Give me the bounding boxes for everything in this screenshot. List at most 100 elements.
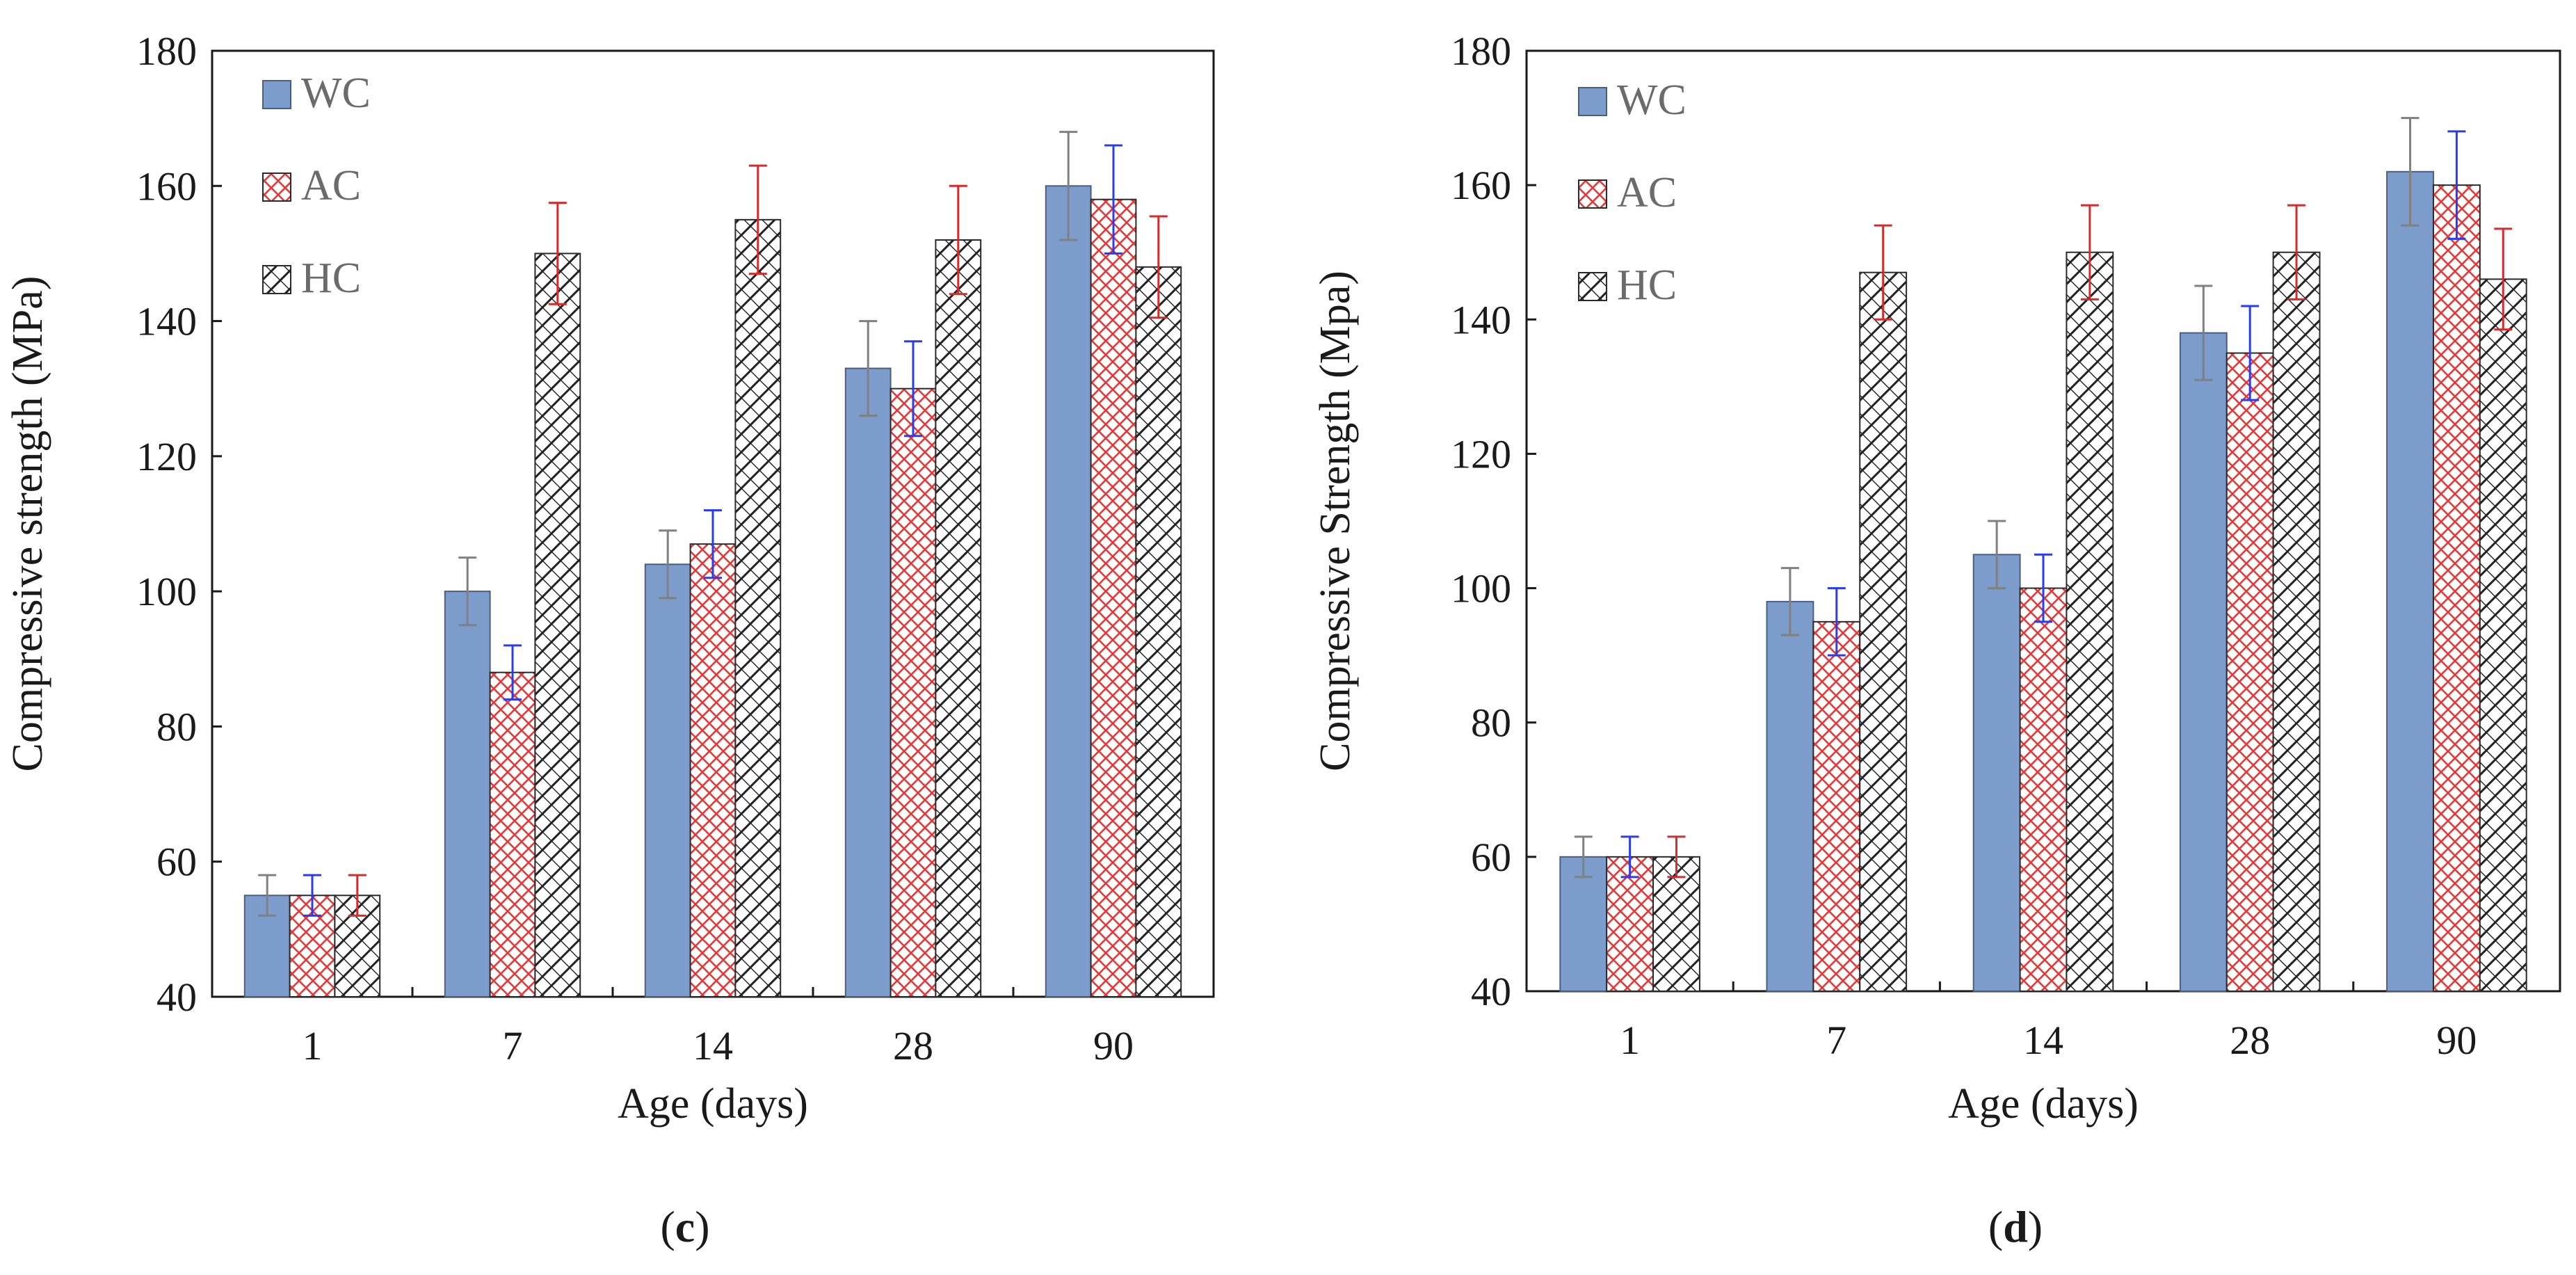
y-tick-label: 60: [156, 840, 197, 885]
error-bar-hc-90: [1149, 215, 1168, 319]
x-tick-label: 28: [893, 1023, 933, 1068]
bar-ac-7: [1812, 620, 1861, 992]
error-bar-ac-90: [1104, 144, 1122, 255]
bar-ac-14: [2019, 587, 2068, 992]
error-bar-wc-28: [859, 320, 878, 417]
x-tick-label: 28: [2230, 1018, 2270, 1063]
error-bar-wc-1: [258, 874, 277, 917]
x-axis-title: Age (days): [618, 1080, 808, 1128]
error-bar-hc-1: [348, 874, 367, 917]
bar-hc-90: [2479, 278, 2527, 993]
error-bar-ac-7: [1827, 587, 1846, 657]
y-tick-label: 40: [156, 975, 197, 1020]
legend-swatch-hc: [1578, 272, 1607, 301]
error-bar-hc-7: [548, 202, 567, 305]
y-tick-label: 100: [1451, 566, 1511, 611]
error-bar-wc-7: [458, 556, 477, 627]
y-tick-label: 60: [1471, 835, 1511, 880]
error-bar-wc-14: [659, 529, 677, 600]
legend-label-hc: HC: [1617, 262, 1677, 309]
bar-hc-28: [935, 239, 982, 997]
error-bar-hc-28: [949, 184, 967, 296]
legend-label-ac: AC: [1617, 169, 1677, 216]
bar-wc-28: [2179, 332, 2228, 993]
bar-ac-14: [689, 543, 736, 997]
error-bar-wc-28: [2194, 284, 2213, 381]
y-tick-label: 140: [136, 299, 197, 344]
y-tick-label: 160: [136, 163, 197, 209]
y-axis-title: Compressive strength (MPa): [4, 276, 51, 772]
error-bar-hc-7: [1874, 224, 1892, 321]
x-tick-label: 1: [1620, 1018, 1640, 1063]
error-bar-ac-1: [303, 874, 321, 917]
bar-wc-7: [444, 591, 491, 997]
bar-wc-14: [644, 563, 691, 997]
error-bar-hc-14: [2080, 204, 2099, 300]
error-bar-hc-1: [1667, 835, 1686, 879]
error-bar-wc-90: [1059, 131, 1078, 241]
legend-swatch-wc: [262, 80, 291, 109]
y-tick-label: 120: [136, 434, 197, 479]
x-tick-label: 1: [303, 1023, 323, 1068]
y-tick-label: 180: [136, 29, 197, 74]
chart-panel-d: 40 60 80 100 120 140 160 180 1 7 14 28 90 WC AC HC Age (…: [1312, 29, 2561, 1251]
bar-wc-1: [1559, 856, 1608, 993]
panel-label: (c): [660, 1202, 709, 1251]
legend-label-wc: WC: [301, 70, 371, 117]
bar-wc-14: [1972, 554, 2021, 992]
bar-wc-90: [1045, 185, 1092, 997]
error-bar-ac-90: [2447, 130, 2466, 240]
bar-wc-90: [2386, 170, 2434, 992]
bar-hc-14: [2066, 251, 2114, 993]
chart-panel-c: 40 60 80 100 120 140 160 180 1 7 14 28 90 WC AC HC Age (…: [4, 29, 1215, 1251]
error-bar-ac-28: [2241, 305, 2260, 401]
error-bar-wc-14: [1988, 520, 2006, 590]
bar-wc-7: [1766, 600, 1814, 992]
bar-wc-28: [844, 367, 892, 997]
y-tick-label: 180: [1451, 29, 1511, 74]
bar-ac-90: [2432, 184, 2481, 993]
error-bar-ac-14: [704, 509, 722, 579]
bar-ac-90: [1090, 198, 1137, 998]
y-tick-label: 120: [1451, 431, 1511, 476]
y-axis-title: Compressive Strength (Mpa): [1312, 271, 1359, 771]
legend-swatch-ac: [1578, 179, 1607, 209]
x-tick-label: 14: [693, 1023, 733, 1068]
error-bar-wc-7: [1780, 567, 1799, 636]
y-tick-label: 100: [136, 569, 197, 614]
x-tick-label: 7: [503, 1023, 523, 1068]
y-tick-label: 80: [156, 704, 197, 749]
legend-swatch-hc: [262, 265, 291, 294]
error-bar-ac-1: [1620, 835, 1639, 879]
bar-ac-7: [489, 671, 536, 997]
panel-label: (d): [1988, 1202, 2043, 1251]
legend-swatch-wc: [1578, 87, 1607, 116]
error-bar-ac-28: [904, 340, 922, 438]
error-bar-wc-1: [1574, 835, 1593, 879]
bar-ac-28: [889, 387, 937, 997]
legend-label-hc: HC: [301, 255, 361, 302]
x-axis-title: Age (days): [1948, 1080, 2139, 1128]
x-tick-label: 7: [1826, 1018, 1846, 1063]
y-tick-label: 80: [1471, 700, 1511, 746]
bar-hc-90: [1135, 266, 1182, 997]
x-tick-label: 90: [2436, 1018, 2477, 1063]
error-bar-hc-90: [2494, 227, 2513, 331]
bar-hc-14: [734, 218, 782, 997]
legend-label-wc: WC: [1617, 77, 1687, 124]
bar-hc-28: [2272, 251, 2321, 993]
bar-ac-28: [2225, 352, 2274, 993]
x-tick-label: 90: [1093, 1023, 1134, 1068]
error-bar-ac-14: [2034, 553, 2052, 623]
error-bar-ac-7: [504, 644, 522, 701]
legend-label-ac: AC: [301, 162, 361, 209]
bar-hc-7: [534, 252, 581, 997]
error-bar-hc-14: [748, 164, 767, 275]
y-tick-label: 40: [1471, 969, 1511, 1014]
y-tick-label: 160: [1451, 163, 1511, 208]
error-bar-hc-28: [2287, 204, 2306, 300]
legend-swatch-ac: [262, 173, 291, 202]
error-bar-wc-90: [2401, 117, 2420, 227]
x-tick-label: 14: [2023, 1018, 2063, 1063]
